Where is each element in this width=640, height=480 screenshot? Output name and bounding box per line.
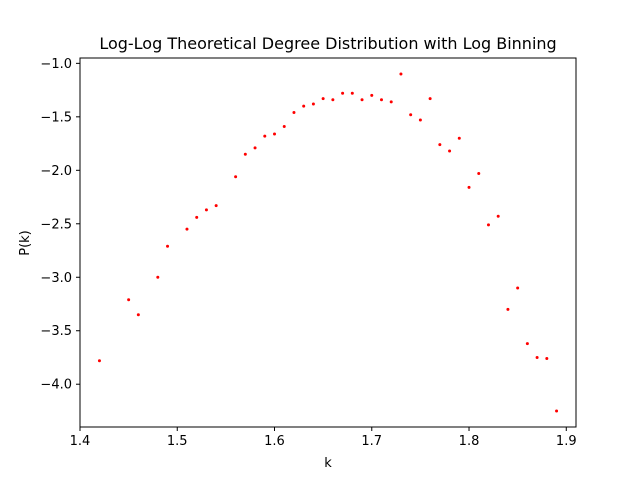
x-tick-label: 1.9 xyxy=(556,434,577,449)
data-point xyxy=(97,359,101,363)
y-tick-label: −2.5 xyxy=(40,217,72,232)
data-point xyxy=(428,97,432,101)
data-point xyxy=(282,124,286,128)
data-point xyxy=(195,215,199,219)
data-points xyxy=(97,72,559,413)
data-point xyxy=(379,98,383,102)
data-point xyxy=(234,175,238,179)
x-tick-label: 1.4 xyxy=(70,434,91,449)
axes-frame xyxy=(79,57,577,428)
y-tick-label: −3.0 xyxy=(40,271,72,286)
data-point xyxy=(467,185,471,189)
data-point xyxy=(438,143,442,147)
data-point xyxy=(185,227,189,231)
data-point xyxy=(506,307,510,311)
data-point xyxy=(370,93,374,97)
x-tick-label: 1.7 xyxy=(361,434,382,449)
x-tick-label: 1.6 xyxy=(264,434,285,449)
data-point xyxy=(243,152,247,156)
data-point xyxy=(535,355,539,359)
data-point xyxy=(545,357,549,361)
data-point xyxy=(486,223,490,227)
y-tick-label: −3.5 xyxy=(40,324,72,339)
data-point xyxy=(477,172,481,176)
data-point xyxy=(321,97,325,101)
data-point xyxy=(525,342,529,346)
x-axis-label: k xyxy=(324,456,332,471)
data-point xyxy=(496,214,500,218)
y-tick-label: −1.0 xyxy=(40,57,72,72)
y-axis: −1.0 −1.5 −2.0 −2.5 −3.0 −3.5 −4.0 xyxy=(40,57,80,393)
data-point xyxy=(156,275,160,279)
data-point xyxy=(360,98,364,102)
data-point xyxy=(399,72,403,76)
chart-title: Log-Log Theoretical Degree Distribution … xyxy=(99,34,556,53)
data-point xyxy=(409,113,413,117)
data-point xyxy=(331,98,335,102)
data-point xyxy=(253,146,257,150)
x-axis: 1.4 1.5 1.6 1.7 1.8 1.9 xyxy=(70,427,577,449)
data-point xyxy=(292,111,296,115)
data-point xyxy=(273,132,277,136)
data-point xyxy=(418,118,422,122)
data-point xyxy=(136,313,140,317)
data-point xyxy=(166,244,170,248)
x-tick-label: 1.5 xyxy=(167,434,188,449)
y-tick-label: −4.0 xyxy=(40,378,72,393)
x-tick-label: 1.8 xyxy=(459,434,480,449)
data-point xyxy=(204,208,208,212)
data-point xyxy=(389,100,393,104)
data-point xyxy=(341,91,345,95)
data-point xyxy=(311,102,315,106)
data-point xyxy=(263,134,267,138)
data-point xyxy=(516,286,520,290)
data-point xyxy=(555,409,559,413)
data-point xyxy=(127,298,131,302)
data-point xyxy=(302,104,306,108)
data-point xyxy=(350,91,354,95)
data-point xyxy=(448,149,452,153)
data-point xyxy=(457,136,461,140)
y-tick-label: −2.0 xyxy=(40,164,72,179)
y-tick-label: −1.5 xyxy=(40,110,72,125)
data-point xyxy=(214,204,218,208)
y-axis-label: P(k) xyxy=(18,230,33,256)
